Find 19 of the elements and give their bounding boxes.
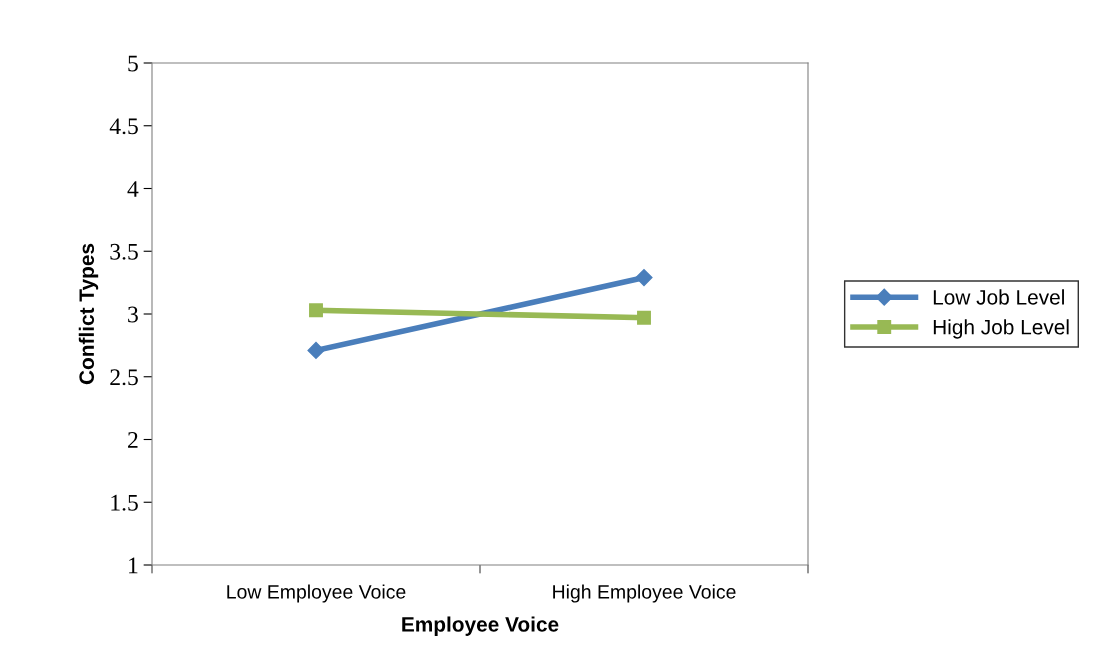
y-tick-label: 4.5	[109, 118, 138, 135]
x-axis-title: Employee Voice	[402, 616, 559, 636]
y-tick-label: 3	[128, 306, 138, 323]
point	[637, 310, 651, 325]
y-tick-label: 3.5	[110, 243, 138, 260]
x-tick-label: Low Employee Voice	[227, 584, 406, 603]
legend-label: High Job Level	[933, 319, 1069, 339]
y-axis-title: Conflict Types	[78, 243, 99, 385]
point	[309, 303, 323, 318]
y-tick-label: 2.5	[110, 369, 138, 386]
y-tick-label: 2	[128, 432, 138, 448]
point	[307, 341, 325, 359]
y-tick-label: 5	[128, 55, 138, 72]
legend-label: Low Job Level	[933, 289, 1064, 305]
y-tick-label: 4	[127, 181, 139, 197]
x-tick-label: High Employee Voice	[553, 584, 736, 603]
point	[635, 269, 653, 287]
y-tick-label: 1.5	[111, 494, 138, 511]
y-tick-label: 1	[129, 557, 138, 574]
